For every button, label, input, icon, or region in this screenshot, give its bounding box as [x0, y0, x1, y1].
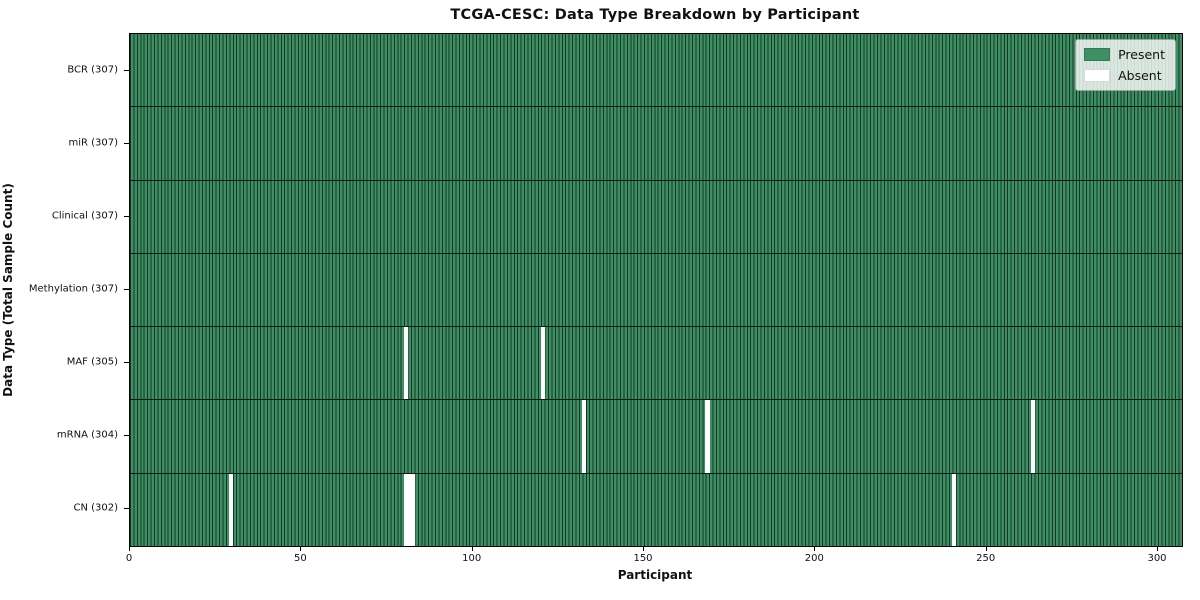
x-tick-label-250: 250	[976, 553, 996, 564]
y-tick-label-CN: CN (302)	[73, 502, 118, 514]
heatmap-row-mRNA	[130, 399, 1182, 473]
y-tick-mark	[124, 215, 129, 217]
absent-cell	[410, 473, 415, 546]
y-tick-mark	[124, 69, 129, 71]
legend-item-absent: Absent	[1084, 68, 1165, 83]
x-tick-mark	[1157, 546, 1158, 551]
y-tick-label-miR: miR (307)	[68, 137, 118, 149]
y-tick-mark	[124, 508, 129, 510]
heatmap-row-Methylation	[130, 252, 1182, 327]
x-tick-label-300: 300	[1147, 553, 1167, 564]
y-tick-mark	[124, 142, 129, 144]
x-axis-label: Participant	[617, 568, 693, 582]
legend-item-present: Present	[1084, 47, 1165, 62]
absent-cell	[407, 473, 412, 546]
y-axis-label: Data Type (Total Sample Count)	[1, 183, 15, 397]
y-tick-mark	[124, 435, 129, 437]
absent-cell	[951, 473, 957, 546]
chart-title: TCGA-CESC: Data Type Breakdown by Partic…	[450, 7, 860, 23]
absent-cell	[228, 473, 234, 546]
y-tick-label-mRNA: mRNA (304)	[56, 429, 118, 441]
absent-cell	[403, 327, 408, 400]
heatmap-row-miR	[130, 106, 1182, 180]
y-tick-mark	[124, 289, 129, 290]
y-tick-label-MAF: MAF (305)	[66, 356, 118, 368]
x-tick-label-200: 200	[804, 553, 824, 564]
absent-cell	[403, 473, 408, 546]
x-tick-mark	[643, 546, 644, 551]
x-tick-mark	[814, 546, 816, 551]
heatmap-row-CN	[130, 472, 1182, 546]
x-tick-label-50: 50	[293, 553, 307, 564]
legend-label-absent: Absent	[1118, 68, 1162, 83]
x-tick-label-100: 100	[462, 553, 482, 564]
x-tick-mark	[985, 546, 987, 551]
x-tick-label-150: 150	[633, 553, 653, 564]
absent-cell	[540, 327, 546, 400]
plot-area	[129, 33, 1183, 547]
absent-cell	[705, 400, 710, 473]
x-tick-mark	[129, 546, 130, 551]
y-tick-mark	[124, 362, 129, 364]
absent-swatch-icon	[1084, 69, 1111, 82]
legend: Present Absent	[1075, 39, 1176, 91]
x-tick-label-0: 0	[125, 553, 133, 564]
x-tick-mark	[300, 546, 302, 551]
legend-label-present: Present	[1118, 47, 1165, 62]
present-swatch-icon	[1084, 48, 1111, 61]
heatmap-row-MAF	[130, 326, 1182, 400]
heatmap-row-BCR	[130, 34, 1182, 107]
y-tick-label-BCR: BCR (307)	[67, 64, 118, 76]
y-tick-label-Methylation: Methylation (307)	[28, 283, 118, 295]
absent-cell	[1030, 400, 1036, 473]
y-tick-label-Clinical: Clinical (307)	[51, 210, 118, 222]
absent-cell	[581, 400, 587, 473]
heatmap-row-Clinical	[130, 179, 1182, 253]
x-tick-mark	[471, 546, 473, 551]
